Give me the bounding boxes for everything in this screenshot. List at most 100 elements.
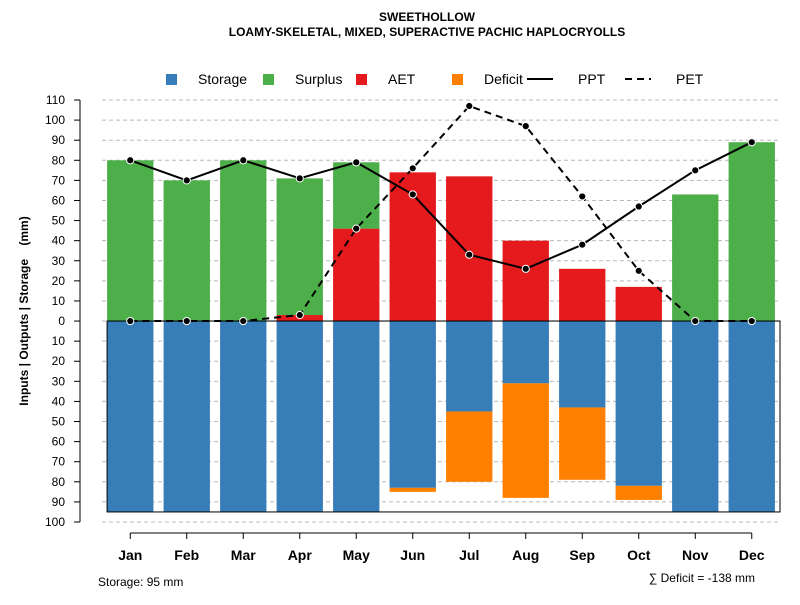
legend-swatch-storage: [166, 74, 177, 85]
storage-bar: [615, 321, 662, 486]
x-tick-label: Mar: [231, 547, 256, 563]
surplus-bar: [672, 194, 719, 322]
legend-label-storage: Storage: [198, 71, 247, 87]
pet-point: [182, 316, 191, 326]
pet-point: [521, 122, 530, 131]
ppt-point: [352, 158, 361, 167]
y-tick-label: 50: [52, 214, 66, 228]
y-tick-label: 110: [46, 93, 65, 107]
pet-point: [691, 316, 700, 326]
x-tick-label: Feb: [174, 547, 199, 563]
ppt-point: [578, 240, 587, 249]
y-axis-label: Inputs | Outputs | Storage (mm): [17, 216, 31, 405]
aet-bar: [615, 286, 662, 322]
ppt-point: [295, 174, 304, 183]
legend: Storage Surplus AET Deficit PPT PET: [166, 71, 704, 87]
pet-point: [408, 164, 417, 173]
surplus-bar: [107, 160, 154, 322]
legend-label-pet: PET: [676, 71, 704, 87]
deficit-footnote: ∑ Deficit = -138 mm: [649, 571, 755, 585]
pet-point: [634, 266, 643, 275]
legend-label-deficit: Deficit: [484, 71, 523, 87]
x-tick-label: Aug: [512, 547, 539, 563]
y-tick-label: 20: [52, 274, 66, 288]
storage-bar: [446, 321, 493, 412]
y-tick-label: 40: [52, 394, 66, 408]
legend-swatch-aet: [356, 74, 367, 85]
deficit-bar: [389, 487, 436, 492]
x-tick-label: May: [343, 547, 370, 563]
ppt-point: [182, 176, 191, 185]
storage-bar: [276, 321, 323, 512]
ppt-point: [408, 190, 417, 199]
storage-bar: [728, 321, 775, 512]
x-tick-label: Jun: [400, 547, 425, 563]
surplus-bar: [220, 160, 267, 322]
pet-point: [126, 316, 135, 326]
pet-point: [239, 316, 248, 326]
chart-title: SWEETHOLLOW: [379, 10, 476, 24]
y-tick-label: 100: [45, 515, 65, 529]
y-tick-label: 100: [45, 113, 65, 127]
y-tick-label: 30: [52, 374, 66, 388]
y-tick-label: 10: [52, 294, 66, 308]
storage-bar: [107, 321, 154, 512]
storage-bar: [333, 321, 380, 512]
legend-swatch-deficit: [452, 74, 463, 85]
x-tick-label: Jul: [459, 547, 479, 563]
storage-bar: [389, 321, 436, 488]
chart-subtitle: LOAMY-SKELETAL, MIXED, SUPERACTIVE PACHI…: [229, 25, 625, 39]
legend-swatch-surplus: [263, 74, 274, 85]
y-tick-label: 60: [52, 193, 66, 207]
deficit-bar: [502, 383, 549, 498]
legend-label-aet: AET: [388, 71, 416, 87]
storage-footnote: Storage: 95 mm: [98, 575, 183, 589]
ppt-point: [465, 250, 474, 259]
y-tick-label: 70: [52, 455, 66, 469]
y-tick-label: 80: [52, 153, 66, 167]
storage-capacity-box: [106, 320, 781, 513]
bars: [106, 142, 781, 513]
storage-bar: [672, 321, 719, 512]
x-tick-label: Dec: [739, 547, 765, 563]
y-tick-label: 60: [52, 435, 66, 449]
surplus-bar: [333, 162, 380, 229]
axes: 1101009080706050403020100102030405060708…: [45, 93, 765, 563]
y-tick-label: 70: [52, 173, 66, 187]
pet-point: [295, 310, 304, 320]
surplus-bar: [728, 142, 775, 322]
storage-bar: [559, 321, 606, 408]
y-tick-label: 80: [52, 475, 66, 489]
ppt-point: [634, 202, 643, 211]
storage-bar: [502, 321, 549, 384]
ppt-point: [126, 156, 135, 165]
ppt-point: [521, 264, 530, 273]
x-tick-label: Oct: [627, 547, 651, 563]
deficit-bar: [559, 407, 606, 480]
ppt-point: [691, 166, 700, 175]
y-tick-label: 10: [52, 334, 66, 348]
ppt-line: [129, 141, 753, 270]
aet-bar: [446, 176, 493, 322]
x-tick-label: Apr: [288, 547, 313, 563]
legend-label-ppt: PPT: [578, 71, 606, 87]
surplus-bar: [276, 178, 323, 316]
pet-point: [465, 101, 474, 111]
lines: [126, 101, 756, 326]
storage-bar: [163, 321, 210, 512]
pet-line: [130, 104, 752, 323]
legend-label-surplus: Surplus: [295, 71, 342, 87]
deficit-bar: [615, 485, 662, 500]
pet-point: [352, 224, 361, 233]
pet-point: [747, 316, 756, 326]
y-tick-label: 50: [52, 415, 66, 429]
x-tick-label: Nov: [682, 547, 709, 563]
aet-bar: [502, 240, 549, 322]
y-tick-label: 90: [52, 133, 66, 147]
deficit-bar: [446, 411, 493, 482]
pet-point: [578, 192, 587, 201]
aet-bar: [333, 228, 380, 322]
aet-bar: [559, 268, 606, 322]
